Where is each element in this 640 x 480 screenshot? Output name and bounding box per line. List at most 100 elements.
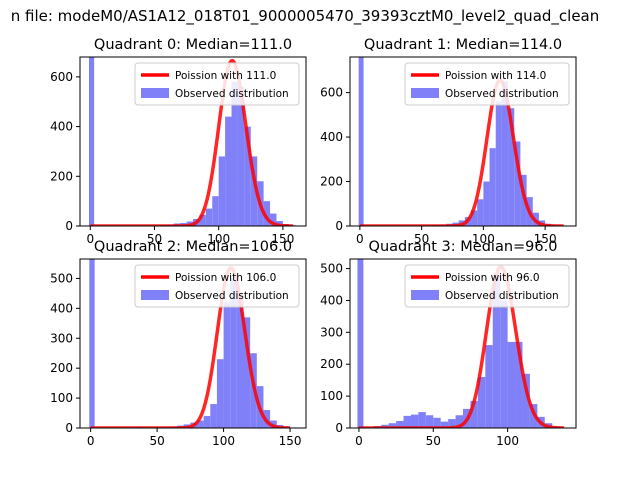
y-tick-label: 200 — [320, 357, 343, 371]
x-tick-label: 0 — [355, 434, 363, 448]
histogram-bar — [522, 373, 530, 428]
histogram-bar — [244, 126, 251, 226]
poisson-curve — [90, 266, 291, 428]
histogram-bar — [396, 420, 404, 428]
histogram-bar — [515, 341, 523, 428]
x-tick-label: 150 — [534, 232, 557, 246]
y-tick-label: 200 — [320, 175, 343, 189]
x-tick-label: 0 — [87, 434, 95, 448]
histogram-bar — [223, 302, 231, 428]
plot-area — [357, 259, 565, 428]
x-tick-label: 150 — [271, 232, 294, 246]
subplot-title: Quadrant 3: Median=96.0 — [369, 239, 558, 255]
histogram-bar — [433, 417, 441, 428]
poisson-curve — [359, 78, 565, 226]
plot-area — [358, 57, 565, 226]
histogram-bar — [388, 423, 397, 428]
histogram-bar — [425, 415, 434, 428]
histogram-bar — [236, 293, 244, 428]
subplot-quadrant-3: 0 50 100 0 100 200 300 400 500 Poission with 96.0… — [320, 239, 577, 448]
x-tick-label: 100 — [212, 434, 235, 448]
histogram-bar — [477, 376, 486, 428]
legend-bar-swatch — [411, 290, 439, 300]
histogram-bar — [448, 419, 456, 428]
histogram-bar — [514, 141, 521, 226]
poisson-curve — [358, 265, 565, 428]
legend-entry-poisson: Poission with 111.0 — [175, 70, 276, 82]
y-tick-label: 400 — [320, 130, 343, 144]
histogram-bar — [237, 86, 245, 226]
poisson-curve — [89, 58, 294, 226]
histogram-bar — [410, 414, 419, 428]
histogram-bar — [440, 421, 449, 428]
y-tick-label: 100 — [50, 391, 73, 405]
axes-frame — [79, 56, 307, 227]
histogram-bar — [470, 400, 478, 428]
subplot-quadrant-2: 0 50 100 150 0 100 200 300 400 500 Poission with 1… — [50, 239, 307, 448]
legend: Poission with 114.0 Observed distribution — [404, 62, 570, 106]
histogram-bar — [418, 412, 426, 428]
y-tick-label: 300 — [320, 325, 343, 339]
x-tick-label: 150 — [279, 434, 302, 448]
histogram-bar — [88, 57, 95, 226]
histogram-bar — [196, 420, 204, 428]
histogram-bar — [276, 221, 283, 226]
y-tick-label: 0 — [335, 421, 343, 435]
subplot-title: Quadrant 2: Median=106.0 — [94, 239, 292, 255]
histogram-bar — [507, 341, 516, 428]
subplot-title: Quadrant 1: Median=114.0 — [364, 37, 562, 53]
x-tick-label: 100 — [207, 232, 230, 246]
y-tick-label: 600 — [320, 86, 343, 100]
legend-box — [134, 264, 300, 308]
histogram-bar — [212, 196, 219, 226]
histogram-bar — [205, 208, 213, 226]
y-tick-label: 300 — [50, 331, 73, 345]
x-tick-label: 0 — [356, 232, 364, 246]
axes-frame — [79, 258, 307, 429]
y-tick-label: 100 — [320, 389, 343, 403]
legend: Poission with 111.0 Observed distribution — [134, 62, 300, 106]
histogram-bar — [501, 81, 509, 226]
histogram-bar — [477, 199, 484, 226]
histogram-bar — [500, 300, 508, 428]
histogram-bar — [455, 415, 463, 428]
y-tick-label: 0 — [335, 219, 343, 233]
histogram-bar — [270, 213, 277, 226]
y-tick-label: 200 — [50, 169, 73, 183]
legend-entry-poisson: Poission with 106.0 — [175, 272, 276, 284]
subplot-grid: 0 50 100 150 0 200 400 600 Poission with 111.0 Ob… — [50, 37, 577, 448]
y-tick-label: 400 — [50, 301, 73, 315]
x-tick-label: 100 — [472, 232, 495, 246]
y-tick-label: 0 — [65, 421, 73, 435]
legend: Poission with 106.0 Observed distribution — [134, 264, 300, 308]
histogram-bar — [483, 181, 490, 226]
histogram-bar — [218, 156, 226, 226]
legend-entry-observed: Observed distribution — [445, 88, 559, 100]
histogram-bar — [492, 274, 501, 428]
histogram-bar — [203, 416, 211, 428]
histogram-bar — [263, 201, 271, 226]
histogram-bar — [210, 404, 217, 428]
legend: Poission with 96.0 Observed distribution — [404, 264, 570, 308]
legend-entry-poisson: Poission with 96.0 — [445, 272, 540, 284]
histogram-bar — [89, 259, 95, 428]
x-tick-label: 50 — [426, 434, 441, 448]
y-tick-label: 500 — [50, 271, 73, 285]
subplot-quadrant-1: 0 50 100 150 0 200 400 600 Poission with 114.0 Ob… — [320, 37, 577, 246]
histogram-bar — [357, 259, 364, 428]
x-tick-label: 100 — [496, 434, 519, 448]
y-tick-label: 600 — [50, 70, 73, 84]
histogram-bar — [485, 345, 493, 428]
y-tick-label: 200 — [50, 361, 73, 375]
x-tick-label: 50 — [147, 232, 162, 246]
legend-entry-observed: Observed distribution — [445, 290, 559, 302]
y-tick-label: 400 — [320, 293, 343, 307]
histogram-bar — [199, 214, 206, 226]
legend-bar-swatch — [141, 290, 169, 300]
legend-box — [404, 264, 570, 308]
legend-entry-observed: Observed distribution — [175, 88, 289, 100]
legend-box — [404, 62, 570, 106]
legend-entry-poisson: Poission with 114.0 — [445, 70, 546, 82]
histogram-bar — [230, 278, 237, 428]
